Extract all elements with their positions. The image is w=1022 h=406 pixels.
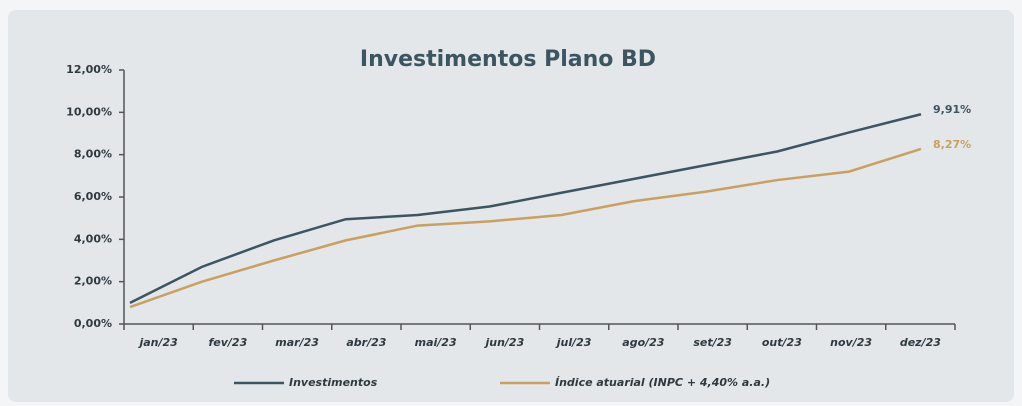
series-line: [129, 147, 922, 309]
x-tick-label: abr/23: [346, 336, 386, 349]
x-tick-label: out/23: [762, 336, 802, 349]
x-tick-label: nov/23: [830, 336, 872, 349]
y-tick-label: 12,00%: [66, 63, 112, 76]
x-tick-label: ago/23: [622, 336, 665, 349]
legend-label: Investimentos: [289, 376, 378, 389]
legend-label: Índice atuarial (INPC + 4,40% a.a.): [555, 376, 770, 389]
y-tick-label: 8,00%: [74, 148, 112, 161]
card: [8, 10, 1014, 402]
data-label: 8,27%: [933, 138, 971, 151]
series-line: [129, 113, 922, 304]
chart-title: Investimentos Plano BD: [360, 47, 656, 72]
x-tick-label: set/23: [693, 336, 732, 349]
x-tick-label: jul/23: [555, 336, 592, 349]
x-tick-label: dez/23: [900, 336, 941, 349]
y-tick-label: 4,00%: [74, 232, 112, 245]
x-tick-label: mai/23: [415, 336, 457, 349]
y-tick-label: 0,00%: [74, 317, 112, 330]
y-tick-label: 6,00%: [74, 190, 112, 203]
y-tick-label: 10,00%: [66, 105, 112, 118]
y-tick-label: 2,00%: [74, 275, 112, 288]
data-label: 9,91%: [933, 103, 971, 116]
x-tick-label: fev/23: [209, 336, 248, 349]
x-tick-label: jan/23: [137, 336, 178, 349]
x-tick-label: mar/23: [275, 336, 319, 349]
x-tick-label: jun/23: [483, 336, 524, 349]
